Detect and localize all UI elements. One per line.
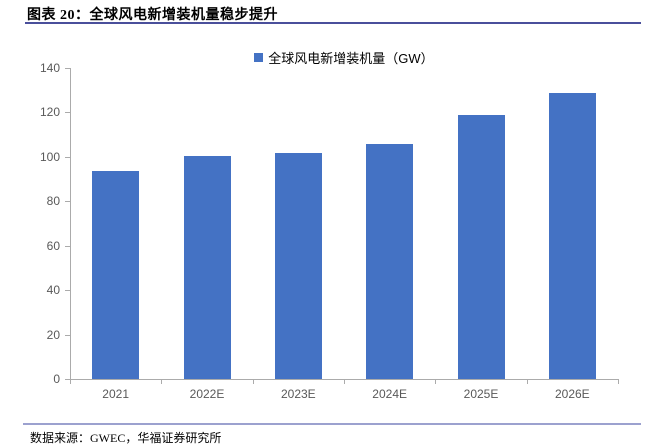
bar-2023E xyxy=(274,152,322,379)
y-axis-tick-mark xyxy=(65,334,70,336)
bar-2021 xyxy=(92,171,140,379)
y-axis-tick-label: 80 xyxy=(46,194,60,209)
data-source: 数据来源：GWEC，华福证券研究所 xyxy=(30,431,222,445)
y-axis-tick-label: 40 xyxy=(46,283,60,298)
x-axis-tick-mark xyxy=(435,379,437,384)
y-axis-tick-mark xyxy=(65,290,70,292)
x-axis-tick-label: 2022E xyxy=(189,387,225,401)
chart-legend: 全球风电新增装机量（GW） xyxy=(70,48,618,67)
bar-2024E xyxy=(366,143,414,379)
x-axis-tick-mark xyxy=(526,379,528,384)
y-axis-line xyxy=(70,68,71,384)
source-divider xyxy=(23,423,641,425)
y-axis-tick-label: 20 xyxy=(46,327,60,342)
bar-2025E xyxy=(457,115,505,379)
title-divider xyxy=(25,22,641,24)
y-axis-tick-label: 100 xyxy=(39,149,60,164)
y-axis-tick-mark xyxy=(65,112,70,114)
x-axis-tick-mark xyxy=(618,379,619,384)
legend-swatch xyxy=(254,53,264,62)
figure-title: 图表 20：全球风电新增装机量稳步提升 xyxy=(27,8,278,23)
y-axis-tick-label: 120 xyxy=(39,105,60,120)
y-axis-tick-mark xyxy=(65,201,70,203)
y-axis-tick-mark xyxy=(65,68,70,69)
x-axis-tick-label: 2024E xyxy=(372,387,407,401)
y-axis-tick-label: 60 xyxy=(46,238,60,253)
x-axis-tick-mark xyxy=(252,379,254,384)
x-axis-tick-label: 2026E xyxy=(554,387,590,401)
bar-2026E xyxy=(548,92,596,379)
legend-label: 全球风电新增装机量（GW） xyxy=(268,51,434,66)
y-axis-tick-mark xyxy=(65,245,70,247)
x-axis-line xyxy=(65,379,618,380)
bar-2022E xyxy=(183,155,231,379)
x-axis-tick-label: 2025E xyxy=(463,387,499,401)
x-axis-tick-label: 2021 xyxy=(102,387,129,401)
x-axis-tick-mark xyxy=(70,379,71,384)
x-axis-tick-mark xyxy=(344,379,345,384)
x-axis-tick-label: 2023E xyxy=(280,387,316,401)
y-axis-tick-mark xyxy=(65,156,70,158)
x-axis-tick-mark xyxy=(161,379,163,384)
y-axis-tick-label: 0 xyxy=(53,372,60,386)
y-axis-tick-label: 140 xyxy=(39,61,60,75)
